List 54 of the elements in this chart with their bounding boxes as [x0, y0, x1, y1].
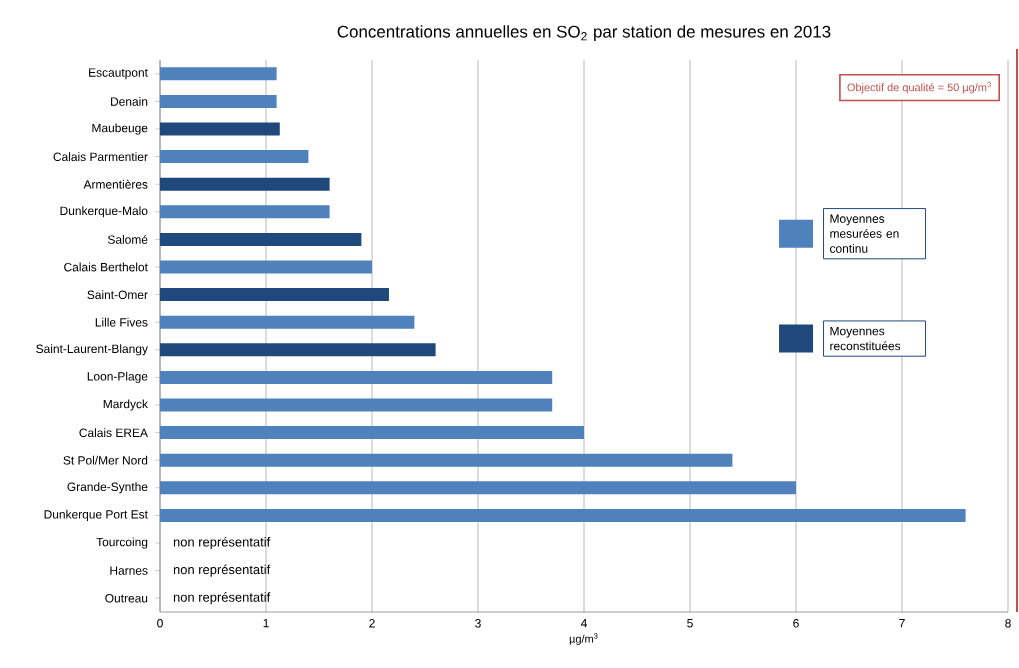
x-tick-label: 7 — [899, 619, 905, 628]
bar — [160, 508, 966, 522]
x-tick-label: 2 — [369, 619, 375, 628]
bar — [160, 288, 389, 302]
bar — [160, 260, 372, 274]
y-tick-label: Calais EREA — [79, 428, 148, 437]
x-tick-label: 3 — [475, 619, 481, 628]
x-tick-label: 6 — [793, 619, 799, 628]
text: non représentatif — [173, 592, 271, 605]
bar — [160, 177, 330, 191]
y-tick-label: Harnes — [110, 566, 148, 575]
chart-title: Concentrations annuelles en SO$_{2}$ par station de mesures en 2013 — [337, 25, 831, 41]
x-tick-label: 4 — [580, 619, 587, 628]
bar — [160, 94, 277, 108]
text: non représentatif — [173, 564, 271, 577]
bar — [160, 343, 436, 357]
x-axis-title: µg/m$^{3}$ — [569, 633, 598, 645]
y-tick-label: Tourcoing — [96, 537, 148, 549]
bar — [160, 232, 362, 246]
y-tick-label: Saint-Laurent-Blangy — [36, 344, 148, 356]
y-tick-label: Calais Berthelot — [64, 262, 148, 272]
legend-label: Moyennes reconstituées — [830, 326, 901, 351]
y-tick-label: Lille Fives — [95, 317, 148, 327]
y-tick-label: Dunkerque Port Est — [44, 509, 148, 521]
y-tick-label: Grande-Synthe — [67, 482, 148, 494]
y-tick-label: Escautpont — [89, 68, 148, 80]
bar — [160, 426, 584, 440]
bar — [160, 453, 733, 467]
y-tick-label: Denain — [111, 96, 148, 106]
y-tick-label: Salomé — [107, 234, 148, 244]
bar — [160, 370, 553, 384]
x-tick-label: 0 — [157, 619, 163, 628]
y-tick-label: Armentières — [83, 179, 148, 189]
bar — [160, 205, 330, 219]
bar — [160, 67, 277, 81]
bar — [160, 150, 309, 164]
bar — [160, 481, 796, 495]
bar — [160, 398, 553, 412]
y-tick-label: Dunkerque-Malo — [60, 206, 148, 218]
y-tick-label: Calais Parmentier — [53, 152, 148, 161]
y-tick-label: St Pol/Mer Nord — [63, 455, 148, 465]
x-tick-label: 8 — [1005, 619, 1011, 628]
annotation: Objectif de qualité = 50 µg/m$^{3}$ — [847, 81, 991, 94]
legend-label: Moyennes mesurées en continu — [830, 214, 899, 253]
y-tick-label: Outreau — [105, 593, 148, 603]
y-tick-label: Maubeuge — [92, 123, 148, 135]
x-tick-label: 5 — [687, 619, 693, 628]
bar — [160, 122, 280, 136]
y-tick-label: Mardyck — [103, 399, 148, 411]
x-tick-label: 1 — [263, 619, 269, 628]
text: non représentatif — [173, 536, 271, 550]
y-tick-label: Saint-Omer — [87, 290, 148, 299]
y-tick-label: Loon-Plage — [87, 371, 148, 383]
bar — [160, 315, 415, 329]
